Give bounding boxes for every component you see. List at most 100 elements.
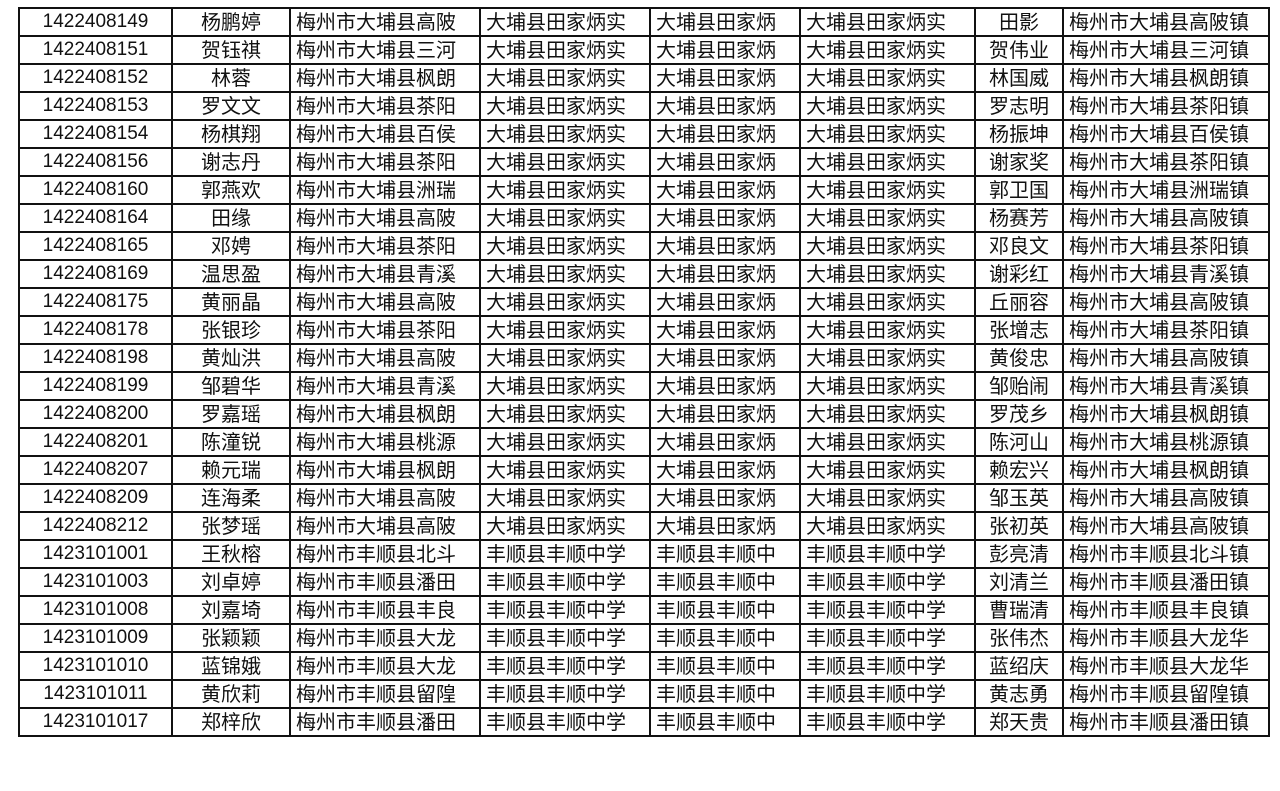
student-id-cell: 1423101003 (18, 567, 173, 597)
school-a-cell: 丰顺县丰顺中学 (479, 679, 651, 709)
student-name-cell: 王秋榕 (171, 539, 291, 569)
school-b-cell: 大埔县田家炳 (649, 119, 801, 149)
student-id-cell: 1422408178 (18, 315, 173, 345)
student-id-cell: 1422408175 (18, 287, 173, 317)
guardian-address-cell: 梅州市丰顺县大龙华 (1062, 651, 1270, 681)
guardian-name-cell: 邓良文 (974, 231, 1064, 261)
student-id-cell: 1422408198 (18, 343, 173, 373)
student-id-cell: 1422408201 (18, 427, 173, 457)
school-b-cell: 大埔县田家炳 (649, 371, 801, 401)
school-b-cell: 大埔县田家炳 (649, 511, 801, 541)
guardian-address-cell: 梅州市大埔县茶阳镇 (1062, 231, 1270, 261)
school-a-cell: 大埔县田家炳实 (479, 231, 651, 261)
home-address-cell: 梅州市丰顺县潘田 (289, 567, 481, 597)
guardian-address-cell: 梅州市丰顺县丰良镇 (1062, 595, 1270, 625)
guardian-name-cell: 林国威 (974, 63, 1064, 93)
school-b-cell: 大埔县田家炳 (649, 231, 801, 261)
student-id-cell: 1422408160 (18, 175, 173, 205)
guardian-address-cell: 梅州市大埔县高陂镇 (1062, 203, 1270, 233)
table-row: 1422408199 邹碧华 梅州市大埔县青溪 大埔县田家炳实 大埔县田家炳 大埔县田家炳… (18, 371, 1270, 401)
school-c-cell: 丰顺县丰顺中学 (799, 623, 976, 653)
school-a-cell: 大埔县田家炳实 (479, 63, 651, 93)
school-b-cell: 大埔县田家炳 (649, 91, 801, 121)
school-b-cell: 丰顺县丰顺中 (649, 623, 801, 653)
student-id-cell: 1422408200 (18, 399, 173, 429)
school-a-cell: 大埔县田家炳实 (479, 315, 651, 345)
school-c-cell: 大埔县田家炳实 (799, 287, 976, 317)
guardian-address-cell: 梅州市大埔县茶阳镇 (1062, 91, 1270, 121)
student-id-cell: 1422408152 (18, 63, 173, 93)
home-address-cell: 梅州市大埔县三河 (289, 35, 481, 65)
guardian-address-cell: 梅州市大埔县茶阳镇 (1062, 147, 1270, 177)
school-c-cell: 丰顺县丰顺中学 (799, 707, 976, 737)
table-row: 1423101011 黄欣莉 梅州市丰顺县留隍 丰顺县丰顺中学 丰顺县丰顺中 丰顺县丰顺中… (18, 679, 1270, 709)
school-a-cell: 大埔县田家炳实 (479, 147, 651, 177)
student-id-cell: 1423101011 (18, 679, 173, 709)
home-address-cell: 梅州市丰顺县丰良 (289, 595, 481, 625)
guardian-address-cell: 梅州市丰顺县潘田镇 (1062, 567, 1270, 597)
school-a-cell: 大埔县田家炳实 (479, 511, 651, 541)
school-b-cell: 大埔县田家炳 (649, 35, 801, 65)
school-c-cell: 大埔县田家炳实 (799, 147, 976, 177)
guardian-name-cell: 贺伟业 (974, 35, 1064, 65)
school-a-cell: 丰顺县丰顺中学 (479, 707, 651, 737)
school-c-cell: 大埔县田家炳实 (799, 259, 976, 289)
school-a-cell: 大埔县田家炳实 (479, 175, 651, 205)
table-row: 1423101010 蓝锦娥 梅州市丰顺县大龙 丰顺县丰顺中学 丰顺县丰顺中 丰顺县丰顺中… (18, 651, 1270, 681)
guardian-name-cell: 彭亮清 (974, 539, 1064, 569)
guardian-address-cell: 梅州市大埔县枫朗镇 (1062, 399, 1270, 429)
home-address-cell: 梅州市大埔县枫朗 (289, 399, 481, 429)
school-a-cell: 大埔县田家炳实 (479, 371, 651, 401)
student-name-cell: 林蓉 (171, 63, 291, 93)
school-c-cell: 丰顺县丰顺中学 (799, 595, 976, 625)
student-name-cell: 郭燕欢 (171, 175, 291, 205)
home-address-cell: 梅州市大埔县洲瑞 (289, 175, 481, 205)
table-row: 1422408153 罗文文 梅州市大埔县茶阳 大埔县田家炳实 大埔县田家炳 大埔县田家炳… (18, 91, 1270, 121)
student-id-cell: 1422408165 (18, 231, 173, 261)
home-address-cell: 梅州市丰顺县大龙 (289, 651, 481, 681)
guardian-name-cell: 郑天贵 (974, 707, 1064, 737)
student-id-cell: 1422408209 (18, 483, 173, 513)
school-a-cell: 大埔县田家炳实 (479, 203, 651, 233)
school-a-cell: 大埔县田家炳实 (479, 119, 651, 149)
home-address-cell: 梅州市大埔县高陂 (289, 511, 481, 541)
school-a-cell: 大埔县田家炳实 (479, 287, 651, 317)
school-c-cell: 大埔县田家炳实 (799, 91, 976, 121)
student-name-cell: 罗嘉瑶 (171, 399, 291, 429)
school-c-cell: 大埔县田家炳实 (799, 483, 976, 513)
guardian-address-cell: 梅州市大埔县青溪镇 (1062, 259, 1270, 289)
table-row: 1422408175 黄丽晶 梅州市大埔县高陂 大埔县田家炳实 大埔县田家炳 大埔县田家炳… (18, 287, 1270, 317)
school-a-cell: 丰顺县丰顺中学 (479, 651, 651, 681)
school-c-cell: 大埔县田家炳实 (799, 203, 976, 233)
student-name-cell: 刘卓婷 (171, 567, 291, 597)
table-row: 1422408164 田缘 梅州市大埔县高陂 大埔县田家炳实 大埔县田家炳 大埔县田家炳实… (18, 203, 1270, 233)
home-address-cell: 梅州市丰顺县潘田 (289, 707, 481, 737)
student-name-cell: 张梦瑶 (171, 511, 291, 541)
home-address-cell: 梅州市大埔县高陂 (289, 287, 481, 317)
guardian-address-cell: 梅州市大埔县高陂镇 (1062, 343, 1270, 373)
school-c-cell: 丰顺县丰顺中学 (799, 679, 976, 709)
guardian-name-cell: 张伟杰 (974, 623, 1064, 653)
student-id-cell: 1423101009 (18, 623, 173, 653)
student-name-cell: 蓝锦娥 (171, 651, 291, 681)
guardian-name-cell: 罗志明 (974, 91, 1064, 121)
table-row: 1422408154 杨棋翔 梅州市大埔县百侯 大埔县田家炳实 大埔县田家炳 大埔县田家炳… (18, 119, 1270, 149)
guardian-name-cell: 张初英 (974, 511, 1064, 541)
table-row: 1423101017 郑梓欣 梅州市丰顺县潘田 丰顺县丰顺中学 丰顺县丰顺中 丰顺县丰顺中… (18, 707, 1270, 737)
school-b-cell: 丰顺县丰顺中 (649, 595, 801, 625)
home-address-cell: 梅州市大埔县高陂 (289, 343, 481, 373)
student-id-cell: 1423101008 (18, 595, 173, 625)
table-row: 1422408151 贺钰祺 梅州市大埔县三河 大埔县田家炳实 大埔县田家炳 大埔县田家炳… (18, 35, 1270, 65)
student-id-cell: 1422408156 (18, 147, 173, 177)
school-b-cell: 大埔县田家炳 (649, 63, 801, 93)
guardian-address-cell: 梅州市丰顺县留隍镇 (1062, 679, 1270, 709)
table-row: 1423101009 张颖颖 梅州市丰顺县大龙 丰顺县丰顺中学 丰顺县丰顺中 丰顺县丰顺中… (18, 623, 1270, 653)
guardian-name-cell: 刘清兰 (974, 567, 1064, 597)
guardian-address-cell: 梅州市大埔县高陂镇 (1062, 511, 1270, 541)
student-name-cell: 刘嘉埼 (171, 595, 291, 625)
school-c-cell: 丰顺县丰顺中学 (799, 567, 976, 597)
student-name-cell: 赖元瑞 (171, 455, 291, 485)
guardian-name-cell: 邹玉英 (974, 483, 1064, 513)
guardian-name-cell: 杨振坤 (974, 119, 1064, 149)
student-name-cell: 张银珍 (171, 315, 291, 345)
